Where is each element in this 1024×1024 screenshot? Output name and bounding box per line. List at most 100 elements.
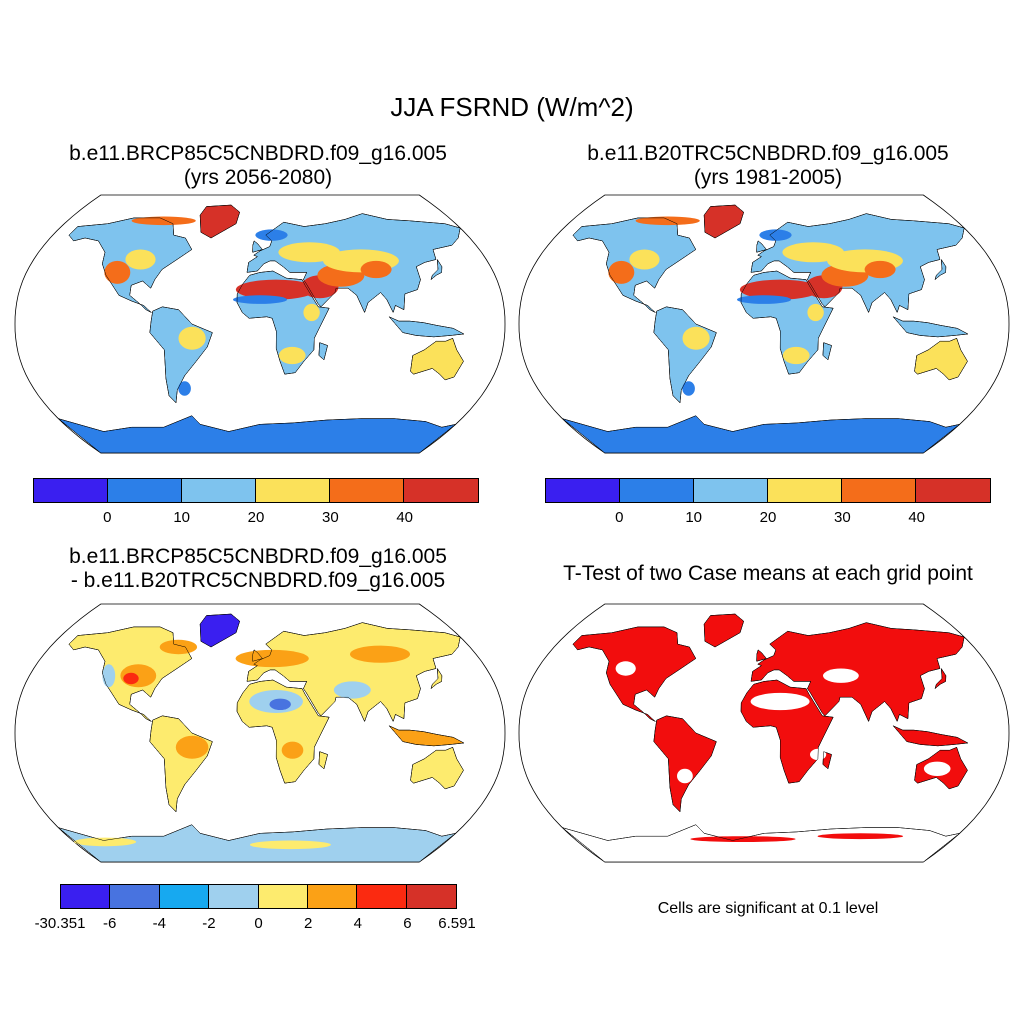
coastline-antarctica: [58, 415, 456, 454]
panel-title-future-line1: b.e11.BRCP85C5CNBDRD.f09_g16.005: [69, 142, 447, 165]
value-patch-scandinavia: [759, 229, 792, 241]
coastline-south-america: [653, 715, 717, 813]
coastline-australia: [914, 337, 968, 381]
colorbar-future-tick-label: 0: [103, 509, 112, 526]
diff-patch-canada: [159, 639, 198, 655]
coastline-indonesia: [893, 316, 969, 338]
coastline-greenland: [199, 613, 240, 648]
colorbar-difference-tick-label: -30.351: [34, 915, 86, 932]
colorbar-future-swatch: [404, 479, 478, 502]
coastline-madagascar: [318, 751, 328, 770]
panel-title-difference: b.e11.BRCP85C5CNBDRD.f09_g16.005 - b.e11…: [8, 545, 508, 593]
coastline-antarctica: [58, 824, 456, 863]
diff-patch-antarctic-coast: [74, 837, 137, 847]
colorbar-historical-tick-label: 20: [759, 509, 777, 526]
coastline-north-america: [572, 217, 697, 313]
map-difference: [14, 603, 506, 863]
value-patch-sw-usa: [608, 260, 635, 284]
coastline-south-america: [149, 306, 213, 404]
value-patch-arctic: [635, 216, 700, 226]
value-patch-southern-africa: [782, 346, 810, 365]
value-patch-east-africa: [807, 303, 824, 322]
value-patch-sahara: [739, 279, 821, 300]
coastline-eurasia: [750, 213, 965, 314]
panel-title-ttest-line1: T-Test of two Case means at each grid po…: [563, 562, 973, 585]
colorbar-difference-tick-label: 6: [403, 915, 412, 932]
diff-patch-brazil: [175, 735, 209, 759]
diff-patch-europe: [235, 649, 309, 668]
coastline-south-america: [149, 715, 213, 813]
coastline-indonesia: [389, 316, 465, 338]
value-patch-patagonia: [682, 381, 695, 396]
insignificant-patch-central-asia: [823, 668, 859, 683]
colorbar-future: [33, 478, 479, 503]
value-patch-scandinavia: [255, 229, 288, 241]
coastline-japan: [934, 668, 947, 690]
coastline-uk: [252, 240, 263, 253]
significant-patch-antarctica: [690, 836, 796, 842]
main-title: JJA FSRND (W/m^2): [390, 92, 634, 122]
panel-title-future: b.e11.BRCP85C5CNBDRD.f09_g16.005 (yrs 20…: [8, 142, 508, 190]
colorbar-difference-swatch: [406, 885, 456, 908]
value-patch-plains: [629, 249, 660, 270]
diff-patch-central-africa: [281, 741, 304, 759]
value-patch-outback: [423, 351, 456, 369]
coastline-madagascar: [318, 342, 328, 361]
coastline-uk: [252, 649, 263, 662]
value-patch-brazil: [178, 326, 206, 350]
colorbar-historical-swatch: [620, 479, 694, 502]
coastline-africa: [236, 679, 330, 784]
coastline-greenland: [199, 204, 240, 239]
value-patch-southern-africa: [278, 346, 306, 365]
colorbar-historical-swatch: [768, 479, 842, 502]
panel-title-difference-line1: b.e11.BRCP85C5CNBDRD.f09_g16.005: [69, 545, 447, 568]
diff-patch-south-asia: [333, 681, 371, 699]
colorbar-difference-tick-label: -6: [102, 915, 117, 932]
colorbar-difference-tick-label: 4: [353, 915, 362, 932]
insignificant-patch-australia: [923, 761, 951, 776]
colorbar-difference-tick-label: 0: [254, 915, 263, 932]
coastline-madagascar: [822, 342, 832, 361]
colorbar-future-swatch: [182, 479, 256, 502]
coastline-japan: [934, 259, 947, 281]
diff-patch-siberia: [350, 645, 410, 663]
coastline-north-america: [68, 217, 193, 313]
colorbar-future-swatch: [34, 479, 108, 502]
panel-title-historical: b.e11.B20TRC5CNBDRD.f09_g16.005 (yrs 198…: [518, 142, 1018, 190]
value-patch-arctic: [131, 216, 196, 226]
value-patch-patagonia: [178, 381, 191, 396]
coastline-antarctica: [562, 824, 960, 863]
diff-patch-plains: [123, 672, 139, 685]
coastline-australia: [914, 746, 968, 790]
map-historical: [518, 194, 1010, 454]
diff-patch-sahara-low: [269, 698, 291, 710]
significance-note: Cells are significant at 0.1 level: [657, 900, 879, 917]
colorbar-difference-swatch: [307, 885, 358, 908]
coastline-eurasia: [246, 213, 461, 314]
coastline-north-america: [572, 626, 697, 722]
map-ttest: [518, 603, 1010, 863]
colorbar-difference-tick-label: 2: [303, 915, 313, 932]
significant-patch-antarctica-east: [817, 833, 904, 840]
value-patch-steppe: [782, 242, 844, 263]
value-patch-outback: [927, 351, 960, 369]
colorbar-future-tick-label: 10: [173, 509, 190, 526]
colorbar-difference-tick-label: 6.591: [438, 915, 476, 932]
panel-title-future-line2: (yrs 2056-2080): [183, 166, 333, 189]
colorbar-historical-tick-label: 10: [685, 509, 702, 526]
colorbar-historical-swatch: [842, 479, 916, 502]
colorbar-future-tick-label: 40: [396, 509, 413, 526]
value-patch-tibet: [360, 260, 392, 279]
colorbar-difference: [60, 884, 457, 909]
value-patch-sw-usa: [104, 260, 131, 284]
colorbar-historical: [545, 478, 991, 503]
value-patch-sahel: [233, 295, 287, 304]
coastline-indonesia: [893, 725, 969, 747]
coastline-madagascar: [822, 751, 832, 770]
colorbar-historical-swatch: [694, 479, 768, 502]
colorbar-historical-tick-label: 40: [908, 509, 925, 526]
colorbar-historical-tick-label: 0: [615, 509, 624, 526]
value-patch-east-africa: [303, 303, 320, 322]
value-patch-steppe: [278, 242, 341, 263]
colorbar-difference-swatch: [159, 885, 210, 908]
